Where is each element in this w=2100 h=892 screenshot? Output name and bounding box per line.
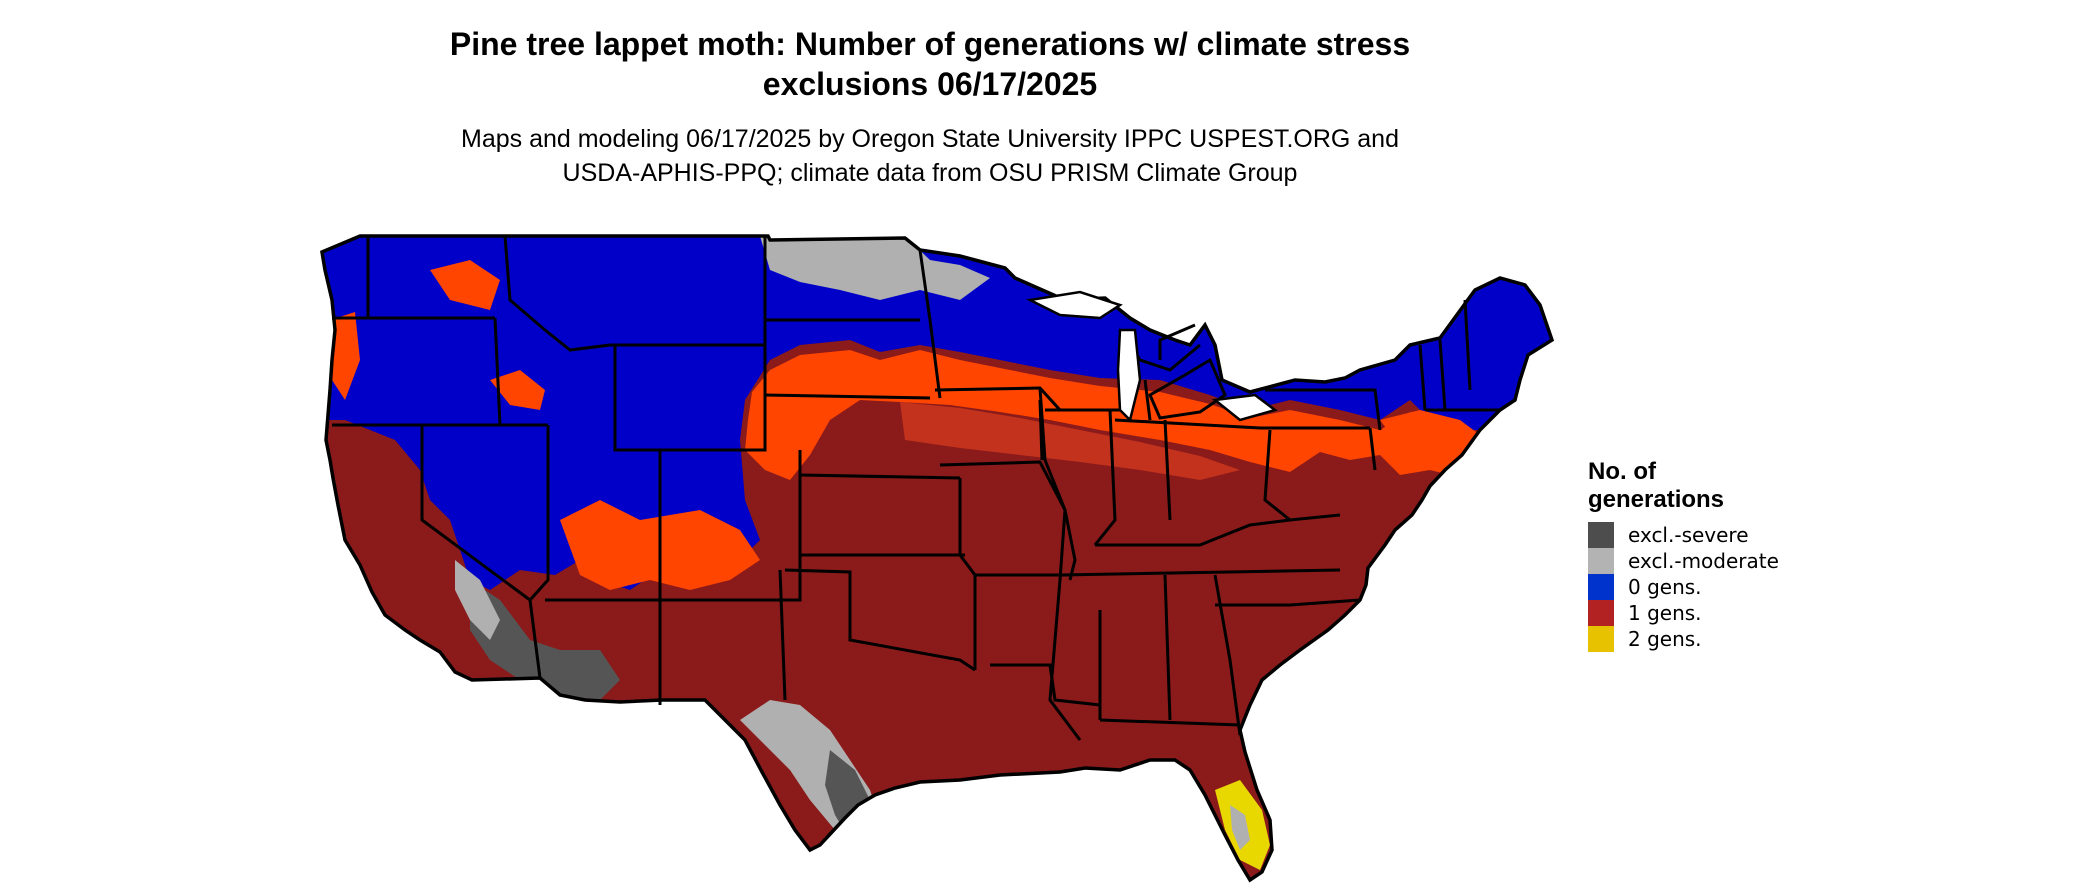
region-1-gen-orange-ne xyxy=(1380,410,1480,455)
legend-title-line-2: generations xyxy=(1588,486,1725,513)
legend-label: 1 gens. xyxy=(1628,601,1702,625)
legend-swatch xyxy=(1588,600,1614,626)
region-1-gen-orange-idaho xyxy=(490,370,545,410)
legend-title: No. of generations xyxy=(1588,458,1779,514)
region-excl-severe-sw xyxy=(470,580,620,700)
region-1-gen-orange-central xyxy=(745,350,1500,480)
legend-label: excl.-severe xyxy=(1628,523,1749,547)
lake-erie xyxy=(1211,393,1278,422)
region-1-gen-mid xyxy=(900,402,1240,480)
lake-superior xyxy=(1025,290,1123,320)
legend-swatch xyxy=(1588,548,1614,574)
region-excl-moderate-sw xyxy=(455,560,500,640)
legend-item: excl.-severe xyxy=(1588,522,1779,548)
region-2-gens-tx xyxy=(880,800,900,850)
region-excl-moderate-fl xyxy=(1230,805,1250,850)
lake-michigan xyxy=(1116,328,1142,423)
legend-label: 0 gens. xyxy=(1628,575,1702,599)
subtitle-line-2: USDA-APHIS-PPQ; climate data from OSU PR… xyxy=(562,159,1298,187)
legend-swatch xyxy=(1588,522,1614,548)
legend-item: 1 gens. xyxy=(1588,600,1779,626)
legend-items: excl.-severe excl.-moderate 0 gens. 1 gens.… xyxy=(1588,522,1779,652)
region-excl-moderate-north xyxy=(760,236,990,300)
legend: No. of generations excl.-severe excl.-mod… xyxy=(1588,458,1779,652)
legend-item: 2 gens. xyxy=(1588,626,1779,652)
region-1-gen-orange-pacific xyxy=(330,312,360,400)
subtitle-line-1: Maps and modeling 06/17/2025 by Oregon S… xyxy=(461,125,1399,153)
title-line-1: Pine tree lappet moth: Number of generat… xyxy=(449,26,1411,62)
map-subtitle: Maps and modeling 06/17/2025 by Oregon S… xyxy=(330,122,1530,190)
region-1-gen-orange-west xyxy=(430,260,500,310)
legend-swatch xyxy=(1588,574,1614,600)
great-lakes xyxy=(1025,290,1278,423)
legend-title-line-1: No. of xyxy=(1588,458,1656,485)
legend-item: 0 gens. xyxy=(1588,574,1779,600)
legend-label: 2 gens. xyxy=(1628,627,1702,651)
map-title: Pine tree lappet moth: Number of generat… xyxy=(330,24,1530,104)
legend-swatch xyxy=(1588,626,1614,652)
legend-item: excl.-moderate xyxy=(1588,548,1779,574)
legend-label: excl.-moderate xyxy=(1628,549,1779,573)
title-line-2: exclusions 06/17/2025 xyxy=(762,66,1098,102)
